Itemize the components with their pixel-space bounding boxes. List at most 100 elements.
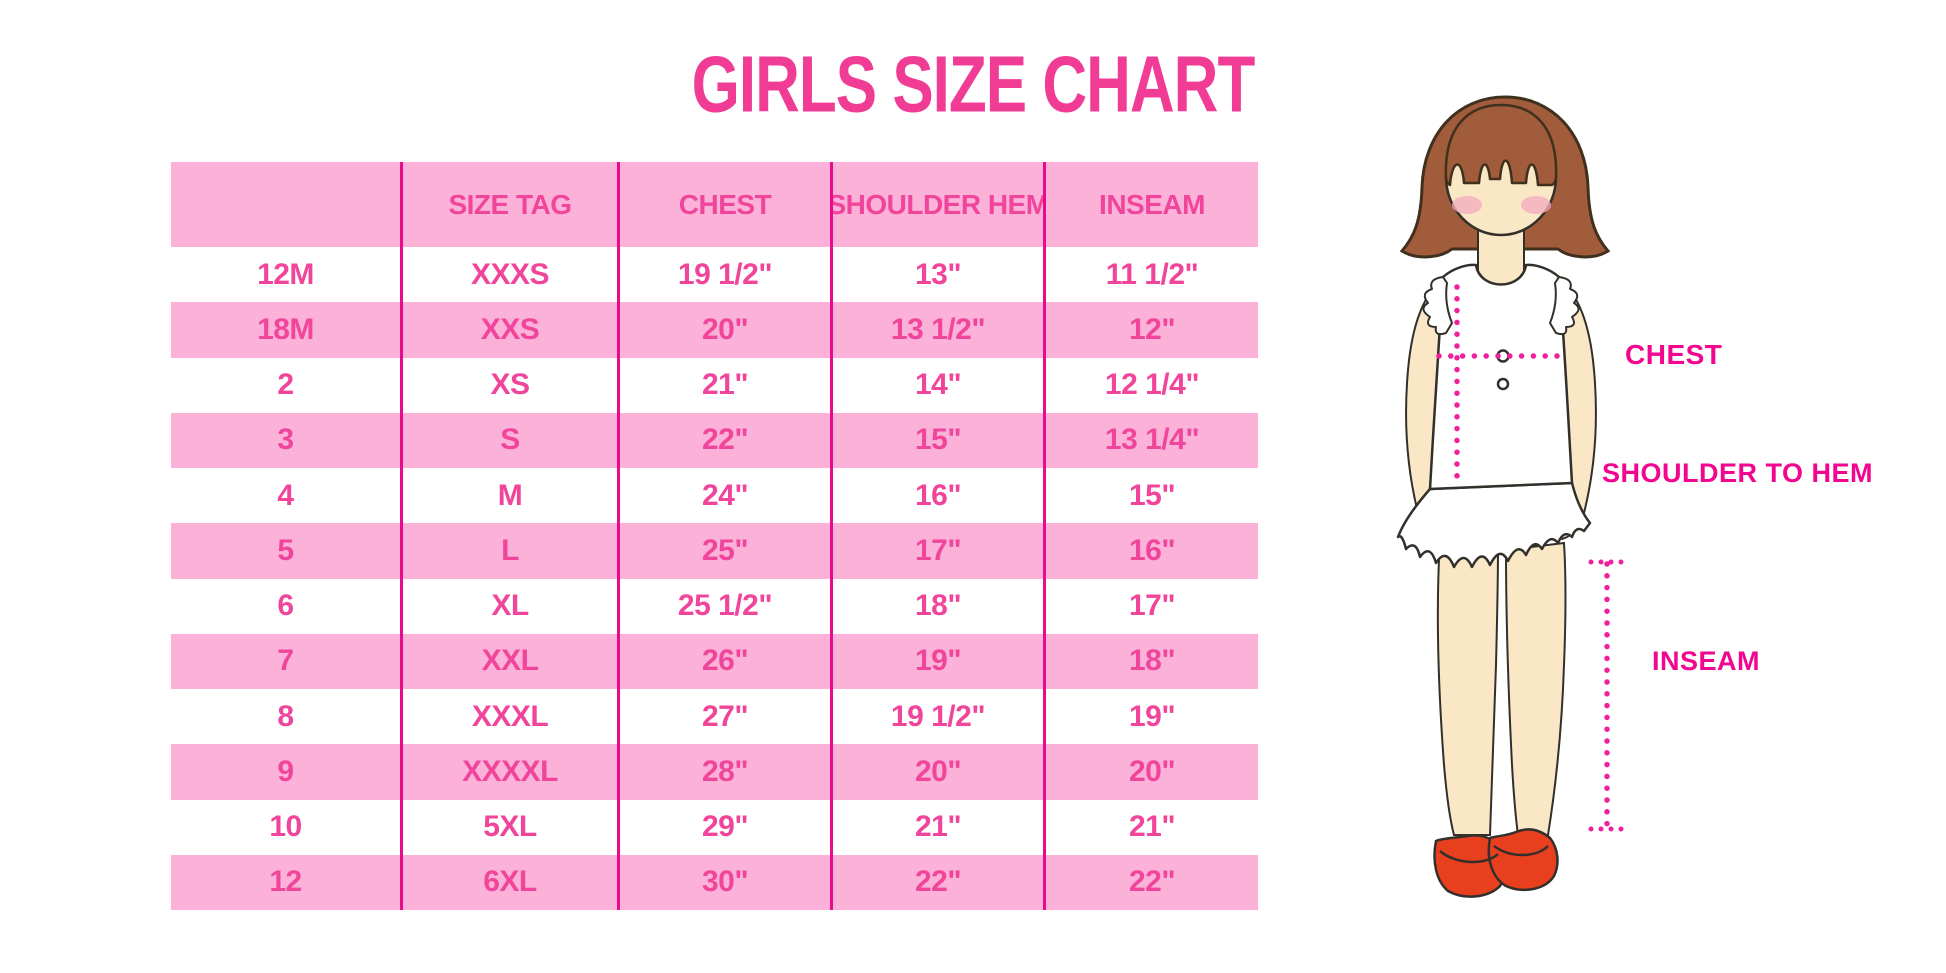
table-cell: 13 1/2" <box>830 302 1043 358</box>
table-cell: XXXS <box>400 247 617 303</box>
table-body: 12M XXXS 19 1/2" 13" 11 1/2" 18M XXS 20" 13 1/2"… <box>171 247 1258 910</box>
page-title-text: GIRLS SIZE CHART <box>691 40 1256 130</box>
table-cell: 5XL <box>400 799 617 855</box>
table-header-row: SIZE TAG CHEST SHOULDER HEM INSEAM <box>171 162 1258 247</box>
inseam-label: INSEAM <box>1652 646 1761 676</box>
table-cell: 15" <box>830 412 1043 468</box>
table-header-cell-chest: CHEST <box>617 162 830 247</box>
table-cell: 9 <box>277 754 294 788</box>
table-cell: XXL <box>400 633 617 689</box>
blush-left <box>1452 196 1482 214</box>
table-row: 12M XXXS 19 1/2" 13" 11 1/2" <box>171 247 1258 303</box>
bangs-shape <box>1444 103 1558 187</box>
blush-right <box>1521 196 1551 214</box>
chest-label: CHEST <box>1625 339 1723 370</box>
table-cell: 25 1/2" <box>617 578 830 634</box>
table-cell: 3 <box>277 423 294 457</box>
ruffle-left <box>1422 276 1453 336</box>
ruffle-right <box>1549 276 1580 336</box>
button-bottom <box>1496 377 1510 391</box>
table-cell: 22" <box>830 854 1043 910</box>
table-header-cell-inseam: INSEAM <box>1043 162 1258 247</box>
table-cell: 16" <box>1043 523 1258 579</box>
page-title: GIRLS SIZE CHART <box>0 45 1946 124</box>
table-cell: M <box>400 468 617 524</box>
table-cell: 4 <box>277 478 294 512</box>
table-cell: 20" <box>617 302 830 358</box>
table-cell: S <box>400 412 617 468</box>
table-cell: 19 1/2" <box>617 247 830 303</box>
leg-left <box>1436 538 1500 836</box>
table-cell: 6XL <box>400 854 617 910</box>
table-cell: 7 <box>277 644 294 678</box>
table-cell: 18" <box>1043 633 1258 689</box>
table-cell: 16" <box>830 468 1043 524</box>
table-cell: XL <box>400 578 617 634</box>
skirt-shape <box>1396 481 1592 569</box>
table-cell: 6 <box>277 589 294 623</box>
size-table: SIZE TAG CHEST SHOULDER HEM INSEAM 12M XX… <box>171 162 1258 910</box>
table-row: 7 XXL 26" 19" 18" <box>171 633 1258 689</box>
shoulder-to-hem-label: SHOULDER TO HEM <box>1602 458 1874 488</box>
table-cell: 26" <box>617 633 830 689</box>
table-cell: 24" <box>617 468 830 524</box>
table-cell: 28" <box>617 744 830 800</box>
table-header-cell-shoulder-hem: SHOULDER HEM <box>830 162 1043 247</box>
table-cell: 19" <box>830 633 1043 689</box>
table-cell: 12 1/4" <box>1043 357 1258 413</box>
table-cell: 20" <box>1043 744 1258 800</box>
table-cell: 18M <box>257 312 314 346</box>
shoe-right-strap <box>1493 844 1549 857</box>
table-cell: 12" <box>1043 302 1258 358</box>
table-row: 5 L 25" 17" 16" <box>171 523 1258 579</box>
table-cell: 12M <box>257 257 314 291</box>
table-row: 3 S 22" 15" 13 1/4" <box>171 412 1258 468</box>
table-cell: 19 1/2" <box>830 689 1043 745</box>
table-row: 4 M 24" 16" 15" <box>171 468 1258 524</box>
table-cell: 22" <box>1043 854 1258 910</box>
girl-illustration <box>1396 95 1629 898</box>
table-cell: 15" <box>1043 468 1258 524</box>
table-cell: 5 <box>277 533 294 567</box>
table-cell: 18" <box>830 578 1043 634</box>
table-cell: XXXL <box>400 689 617 745</box>
table-cell: 14" <box>830 357 1043 413</box>
table-cell: 22" <box>617 412 830 468</box>
leg-right <box>1504 541 1567 836</box>
table-cell: 25" <box>617 523 830 579</box>
table-cell: L <box>400 523 617 579</box>
table-cell: 21" <box>617 357 830 413</box>
table-cell: XXS <box>400 302 617 358</box>
table-row: 18M XXS 20" 13 1/2" 12" <box>171 302 1258 358</box>
table-row: 12 6XL 30" 22" 22" <box>171 854 1258 910</box>
table-cell: 17" <box>1043 578 1258 634</box>
table-row: 8 XXXL 27" 19 1/2" 19" <box>171 689 1258 745</box>
table-row: 9 XXXXL 28" 20" 20" <box>171 744 1258 800</box>
table-cell: 13 1/4" <box>1043 412 1258 468</box>
table-cell: 27" <box>617 689 830 745</box>
table-row: 10 5XL 29" 21" 21" <box>171 799 1258 855</box>
table-cell: 19" <box>1043 689 1258 745</box>
table-cell: 29" <box>617 799 830 855</box>
shoe-right <box>1487 828 1559 892</box>
table-header-cell-size <box>171 162 400 247</box>
table-cell: 30" <box>617 854 830 910</box>
table-row: 2 XS 21" 14" 12 1/4" <box>171 357 1258 413</box>
table-cell: 13" <box>830 247 1043 303</box>
table-cell: 2 <box>277 368 294 402</box>
table-cell: 17" <box>830 523 1043 579</box>
table-cell: XS <box>400 357 617 413</box>
table-cell: 21" <box>830 799 1043 855</box>
table-cell: XXXXL <box>400 744 617 800</box>
table-cell: 11 1/2" <box>1043 247 1258 303</box>
bodice-shape <box>1428 263 1574 491</box>
table-row: 6 XL 25 1/2" 18" 17" <box>171 578 1258 634</box>
table-cell: 8 <box>277 699 294 733</box>
table-cell: 12 <box>269 865 302 899</box>
shoe-left-strap <box>1439 850 1499 864</box>
table-header-cell-size-tag: SIZE TAG <box>400 162 617 247</box>
table-cell: 20" <box>830 744 1043 800</box>
table-cell: 10 <box>269 810 302 844</box>
table-cell: 21" <box>1043 799 1258 855</box>
